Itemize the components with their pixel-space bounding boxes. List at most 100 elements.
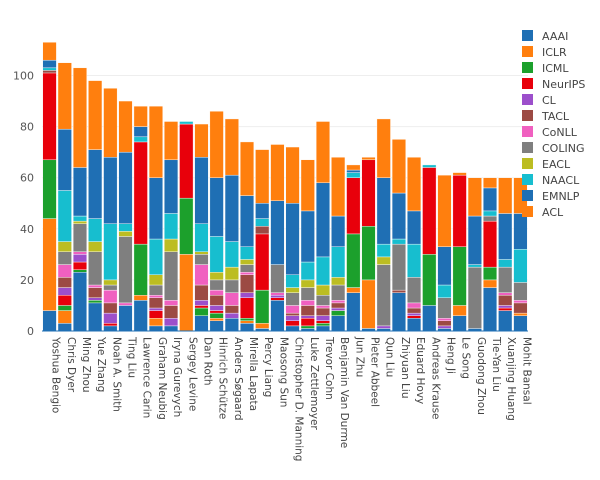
- bar-segment-naacl[interactable]: [513, 249, 528, 283]
- bar-segment-emnlp[interactable]: [391, 192, 406, 240]
- bar-segment-coling[interactable]: [209, 279, 224, 291]
- bar-segment-neurips[interactable]: [179, 123, 194, 199]
- bar-segment-naacl[interactable]: [240, 246, 255, 260]
- bar-segment-neurips[interactable]: [194, 305, 209, 309]
- bar-segment-icml[interactable]: [422, 254, 437, 306]
- bar-segment-iclr[interactable]: [42, 218, 57, 311]
- bar-segment-acl[interactable]: [57, 62, 72, 130]
- bar-segment-emnlp[interactable]: [437, 246, 452, 286]
- bar-segment-icml[interactable]: [57, 305, 72, 311]
- bar-segment-coling[interactable]: [315, 295, 330, 306]
- bar-segment-acl[interactable]: [194, 123, 209, 158]
- bar-segment-emnlp[interactable]: [72, 167, 87, 217]
- bar-segment-naacl[interactable]: [57, 190, 72, 242]
- bar-segment-aaai[interactable]: [209, 320, 224, 332]
- bar-segment-conll[interactable]: [72, 251, 87, 255]
- bar-segment-conll[interactable]: [88, 284, 103, 288]
- bar-segment-coling[interactable]: [88, 251, 103, 286]
- bar-segment-naacl[interactable]: [391, 238, 406, 245]
- bar-segment-tacl[interactable]: [224, 305, 239, 314]
- bar-segment-eacl[interactable]: [285, 287, 300, 293]
- bar-segment-naacl[interactable]: [483, 210, 498, 217]
- bar-segment-tacl[interactable]: [331, 302, 346, 309]
- bar-segment-acl[interactable]: [346, 164, 361, 171]
- bar-segment-aaai[interactable]: [391, 292, 406, 332]
- bar-segment-emnlp[interactable]: [118, 151, 133, 224]
- bar-segment-naacl[interactable]: [148, 238, 163, 275]
- bar-segment-iclr[interactable]: [133, 295, 148, 301]
- bar-segment-cl[interactable]: [498, 305, 513, 309]
- bar-segment-tacl[interactable]: [194, 284, 209, 301]
- bar-segment-tacl[interactable]: [407, 307, 422, 314]
- bar-segment-cl[interactable]: [300, 315, 315, 319]
- bar-segment-aaai[interactable]: [118, 305, 133, 332]
- bar-segment-icml[interactable]: [72, 269, 87, 273]
- bar-segment-eacl[interactable]: [240, 259, 255, 265]
- bar-segment-acl[interactable]: [467, 177, 482, 217]
- bar-segment-conll[interactable]: [209, 289, 224, 296]
- bar-segment-naacl[interactable]: [315, 256, 330, 286]
- bar-segment-icml[interactable]: [300, 325, 315, 329]
- bar-segment-iclr[interactable]: [255, 323, 270, 329]
- bar-segment-iclr[interactable]: [179, 254, 194, 332]
- bar-segment-tacl[interactable]: [88, 287, 103, 298]
- bar-segment-emnlp[interactable]: [376, 177, 391, 245]
- bar-segment-coling[interactable]: [391, 243, 406, 291]
- bar-segment-emnlp[interactable]: [57, 128, 72, 191]
- bar-segment-tacl[interactable]: [498, 295, 513, 306]
- bar-segment-emnlp[interactable]: [240, 195, 255, 247]
- bar-segment-iclr[interactable]: [148, 318, 163, 327]
- bar-segment-tacl[interactable]: [240, 274, 255, 293]
- bar-segment-aaai[interactable]: [285, 325, 300, 332]
- bar-segment-eacl[interactable]: [103, 279, 118, 286]
- bar-segment-tacl[interactable]: [255, 226, 270, 235]
- bar-segment-cl[interactable]: [194, 300, 209, 306]
- bar-segment-naacl[interactable]: [103, 223, 118, 281]
- bar-segment-acl[interactable]: [300, 159, 315, 212]
- bar-segment-eacl[interactable]: [315, 284, 330, 296]
- bar-segment-cl[interactable]: [407, 312, 422, 316]
- bar-segment-cl[interactable]: [164, 318, 179, 327]
- bar-segment-emnlp[interactable]: [407, 210, 422, 245]
- bar-segment-acl[interactable]: [483, 177, 498, 189]
- legend-item-acl[interactable]: ACL: [522, 206, 564, 219]
- bar-segment-conll[interactable]: [437, 318, 452, 321]
- bar-segment-tacl[interactable]: [164, 305, 179, 319]
- bar-segment-acl[interactable]: [240, 141, 255, 196]
- bar-segment-naacl[interactable]: [118, 223, 133, 232]
- bar-segment-aaai[interactable]: [315, 325, 330, 332]
- bar-segment-acl[interactable]: [148, 105, 163, 178]
- bar-segment-coling[interactable]: [376, 264, 391, 327]
- bar-segment-acl[interactable]: [255, 149, 270, 204]
- bar-segment-aaai[interactable]: [483, 287, 498, 332]
- bar-segment-acl[interactable]: [72, 67, 87, 168]
- bar-segment-coling[interactable]: [407, 277, 422, 304]
- bar-segment-emnlp[interactable]: [513, 213, 528, 250]
- bar-segment-conll[interactable]: [498, 292, 513, 296]
- bar-segment-acl[interactable]: [498, 177, 513, 214]
- bar-segment-acl[interactable]: [285, 146, 300, 204]
- bar-segment-cl[interactable]: [88, 297, 103, 301]
- bar-segment-icml[interactable]: [42, 159, 57, 219]
- bar-segment-eacl[interactable]: [88, 241, 103, 252]
- bar-segment-conll[interactable]: [315, 305, 330, 309]
- bar-segment-aaai[interactable]: [88, 302, 103, 332]
- bar-segment-coling[interactable]: [300, 287, 315, 301]
- bar-segment-coling[interactable]: [103, 284, 118, 291]
- bar-segment-acl[interactable]: [270, 144, 285, 201]
- bar-segment-naacl[interactable]: [72, 215, 87, 222]
- bar-segment-neurips[interactable]: [270, 297, 285, 301]
- bar-segment-aaai[interactable]: [498, 310, 513, 332]
- bar-segment-coling[interactable]: [57, 251, 72, 265]
- bar-segment-coling[interactable]: [240, 264, 255, 273]
- bar-segment-acl[interactable]: [437, 174, 452, 247]
- bar-segment-acl[interactable]: [315, 121, 330, 184]
- bar-segment-tacl[interactable]: [513, 302, 528, 314]
- bar-segment-eacl[interactable]: [118, 231, 133, 237]
- bar-segment-emnlp[interactable]: [164, 159, 179, 214]
- bar-segment-tacl[interactable]: [57, 277, 72, 288]
- bar-segment-neurips[interactable]: [346, 177, 361, 235]
- bar-segment-naacl[interactable]: [422, 164, 437, 168]
- bar-segment-emnlp[interactable]: [88, 149, 103, 219]
- legend-item-naacl[interactable]: NAACL: [522, 174, 580, 187]
